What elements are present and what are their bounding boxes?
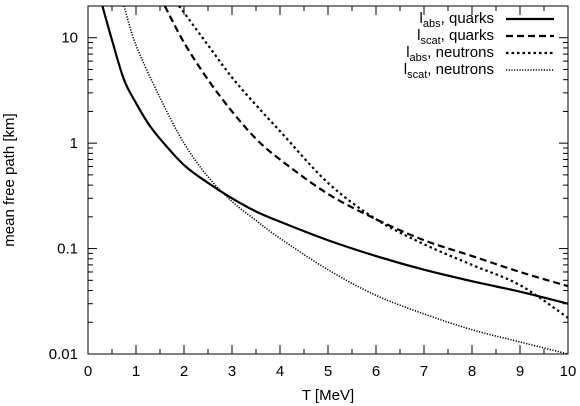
series-line-3 [178, 6, 568, 319]
x-tick-label: 5 [324, 363, 332, 380]
legend-label-sub: scat [407, 69, 427, 81]
x-tick-label: 4 [276, 363, 284, 380]
x-tick-label: 9 [516, 363, 524, 380]
legend-label-main: l [420, 10, 423, 27]
legend-label-rest: , quarks [441, 10, 494, 27]
x-tick-label: 6 [372, 363, 380, 380]
legend-label-rest: , neutrons [427, 61, 494, 78]
y-tick-label: 0.01 [49, 346, 78, 363]
x-tick-label: 1 [132, 363, 140, 380]
x-tick-label: 3 [228, 363, 236, 380]
legend-label-main: l [417, 27, 420, 44]
legend-label-4: lscat, neutrons [404, 61, 494, 81]
series-line-4 [123, 6, 568, 354]
legend-label-sub: scat [420, 35, 440, 47]
x-axis-label: T [MeV] [302, 387, 354, 404]
x-tick-label: 7 [420, 363, 428, 380]
legend-label-sub: abs [410, 52, 428, 64]
y-axis-label: mean free path [km] [1, 113, 18, 246]
legend-label-2: lscat, quarks [417, 27, 494, 47]
x-tick-label: 8 [468, 363, 476, 380]
legend-label-3: labs, neutrons [406, 44, 494, 64]
ticks [87, 6, 569, 355]
y-tick-label: 1 [70, 135, 78, 152]
plot-lines [101, 6, 568, 354]
tick-labels: 0 1 2 3 4 5 6 7 8 9 10 0.01 0.1 1 10 [49, 30, 577, 380]
legend-label-rest: , quarks [441, 27, 494, 44]
x-tick-label: 10 [560, 363, 577, 380]
legend-label-sub: abs [423, 18, 441, 30]
legend-label-rest: , neutrons [427, 44, 494, 61]
series-line-2 [163, 6, 568, 288]
y-tick-label: 10 [61, 30, 78, 47]
legend-label-1: labs, quarks [420, 10, 494, 30]
legend-label-main: l [404, 61, 407, 78]
x-tick-label: 2 [180, 363, 188, 380]
legend-label-main: l [406, 44, 409, 61]
y-tick-label: 0.1 [57, 241, 78, 258]
series-line-1 [101, 6, 568, 305]
x-tick-label: 0 [84, 363, 92, 380]
